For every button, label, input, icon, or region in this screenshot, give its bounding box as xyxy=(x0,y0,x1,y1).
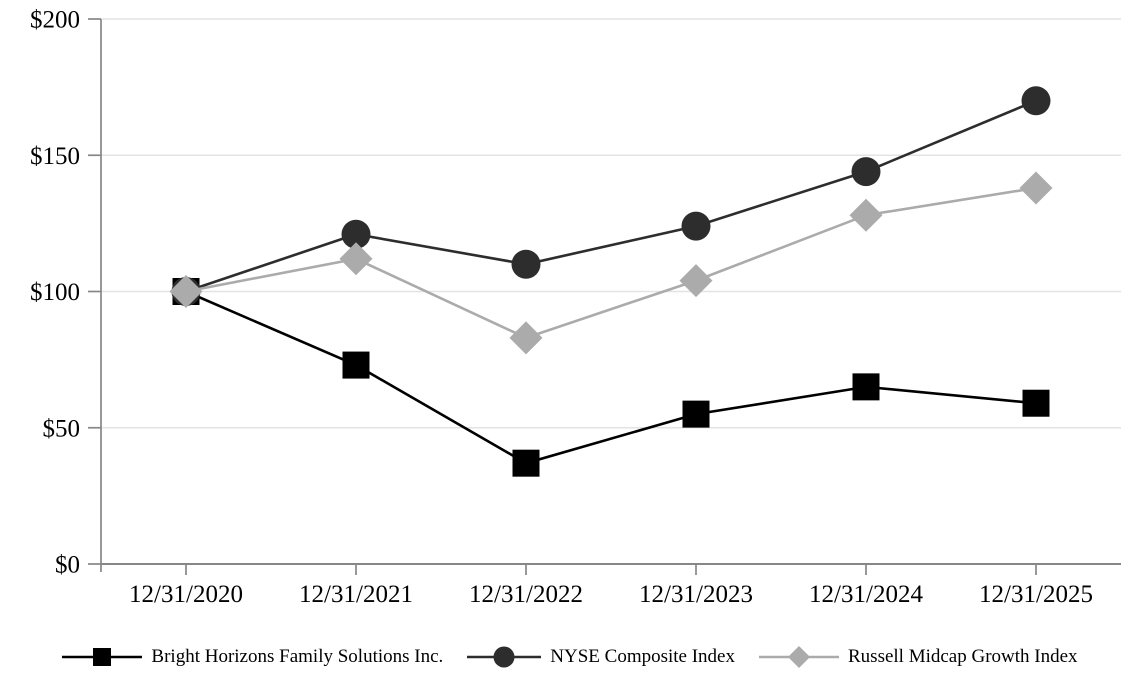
diamond-data-point xyxy=(679,264,713,298)
y-tick-label: $0 xyxy=(55,552,80,579)
legend-label: Bright Horizons Family Solutions Inc. xyxy=(151,646,444,667)
x-tick-label: 12/31/2020 xyxy=(129,581,243,608)
y-tick-label: $200 xyxy=(30,7,80,34)
legend-label: Russell Midcap Growth Index xyxy=(848,646,1078,667)
diamond-marker-icon xyxy=(759,646,839,668)
x-axis-labels: 12/31/2020 12/31/2021 12/31/2022 12/31/2023… xyxy=(129,581,1093,608)
diamond-data-point xyxy=(339,242,373,276)
circle-marker-icon xyxy=(467,646,542,668)
y-tick-label: $150 xyxy=(30,143,80,170)
legend-item-nyse-composite: NYSE Composite Index xyxy=(467,645,735,669)
series-line xyxy=(185,290,1037,465)
diamond-data-point xyxy=(849,198,883,232)
series-circle xyxy=(171,86,1051,306)
legend-label: NYSE Composite Index xyxy=(550,646,735,667)
x-tick-label: 12/31/2022 xyxy=(469,581,583,608)
series-line xyxy=(185,186,1037,340)
x-tick-label: 12/31/2023 xyxy=(639,581,753,608)
diamond-data-point xyxy=(169,275,203,308)
square-data-point xyxy=(512,449,540,477)
x-tick-label: 12/31/2024 xyxy=(809,581,923,608)
y-axis-labels: $0 $50 $100 $150 $200 xyxy=(30,7,80,579)
diamond-data-point xyxy=(1019,171,1053,205)
diamond-data-point xyxy=(509,321,543,355)
series-line xyxy=(185,99,1037,293)
series-diamond xyxy=(169,171,1053,355)
square-data-point xyxy=(852,373,880,401)
circle-data-point xyxy=(1021,86,1051,116)
circle-data-point xyxy=(341,219,371,249)
circle-data-point xyxy=(681,211,711,241)
x-tick-label: 12/31/2021 xyxy=(299,581,413,608)
y-tick-label: $50 xyxy=(43,415,81,442)
square-data-point xyxy=(682,400,710,428)
x-tick-label: 12/31/2025 xyxy=(979,581,1093,608)
circle-data-point xyxy=(851,157,881,187)
square-data-point xyxy=(1022,389,1050,417)
circle-data-point xyxy=(511,249,541,279)
legend-item-russell-midcap: Russell Midcap Growth Index xyxy=(759,645,1078,669)
square-data-point xyxy=(342,351,370,379)
gridlines xyxy=(101,18,1121,429)
axes xyxy=(88,18,1121,575)
legend-item-bright-horizons: Bright Horizons Family Solutions Inc. xyxy=(62,645,443,669)
y-tick-label: $100 xyxy=(30,279,80,306)
chart-legend: Bright Horizons Family Solutions Inc. NY… xyxy=(0,645,1140,669)
square-marker-icon xyxy=(62,648,143,666)
series-square xyxy=(172,278,1050,477)
